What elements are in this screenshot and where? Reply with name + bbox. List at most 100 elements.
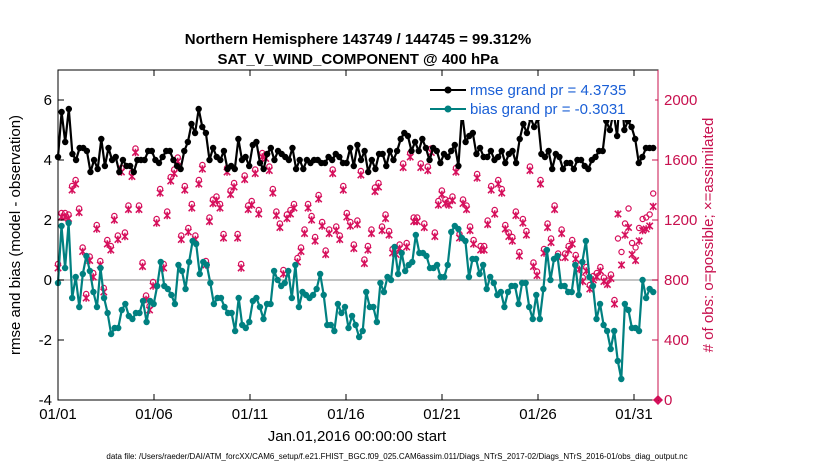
obs-assimilated-point	[226, 190, 235, 199]
chart-title-line1: Northern Hemisphere 143749 / 144745 = 99…	[185, 31, 531, 48]
bias-point	[320, 291, 327, 299]
obs-assimilated-point	[645, 222, 654, 230]
bias-point	[331, 327, 338, 335]
bias-point	[168, 291, 175, 299]
rmse-point	[159, 153, 166, 161]
bias-point	[192, 240, 200, 248]
rmse-point	[184, 138, 192, 146]
obs-assimilated-point	[543, 223, 552, 232]
obs-assimilated-point	[219, 234, 228, 242]
rmse-point	[419, 135, 426, 143]
bias-point	[253, 294, 260, 302]
bias-point	[129, 315, 136, 323]
legend: rmse grand pr = 4.3735 bias grand pr = -…	[423, 76, 655, 120]
rmse-point	[336, 153, 343, 161]
bias-point	[568, 288, 575, 296]
bias-point	[586, 273, 593, 281]
bias-point	[58, 222, 65, 230]
rmse-point	[631, 135, 639, 143]
bias-point	[235, 294, 242, 302]
bias-point	[196, 270, 203, 278]
bias-point	[455, 225, 462, 233]
obs-assimilated-point	[624, 223, 633, 232]
rmse-point	[83, 147, 91, 155]
bias-point	[540, 285, 547, 293]
bias-point	[185, 258, 193, 266]
obs-assimilated-point	[163, 211, 171, 220]
obs-assimilated-point	[350, 244, 358, 253]
bias-point	[76, 303, 83, 311]
bias-point	[83, 252, 90, 260]
obs-assimilated-point	[593, 273, 601, 281]
obs-assimilated-point	[332, 226, 340, 235]
rmse-point	[191, 129, 199, 137]
obs-assimilated-point	[490, 210, 499, 218]
bias-point	[355, 333, 363, 341]
rmse-point	[476, 144, 484, 152]
bias-point	[352, 321, 359, 329]
obs-assimilated-point	[536, 180, 545, 188]
obs-assimilated-point	[526, 166, 534, 175]
rmse-point	[72, 156, 80, 164]
bias-point	[157, 258, 164, 266]
obs-assimilated-point	[452, 168, 460, 176]
obs-possible-point	[632, 244, 639, 251]
obs-assimilated-point	[438, 190, 446, 199]
obs-assimilated-point	[550, 205, 559, 214]
rmse-point	[116, 168, 123, 176]
bias-point	[611, 327, 618, 335]
rmse-point	[105, 144, 112, 152]
obs-assimilated-point	[135, 205, 143, 214]
bias-point	[122, 300, 129, 308]
rmse-point	[256, 159, 264, 167]
obs-assimilated-point	[353, 220, 362, 229]
bias-point	[639, 276, 646, 284]
x-tick-label-5: 01/26	[519, 406, 557, 423]
rmse-point	[415, 147, 422, 155]
obs-assimilated-point	[469, 240, 478, 248]
obs-assimilated-point	[170, 169, 178, 178]
obs-possible-point	[618, 248, 625, 256]
bias-point	[373, 318, 381, 326]
legend-bias-label: bias grand pr = -0.3031	[470, 101, 626, 118]
obs-assimilated-point	[462, 205, 471, 214]
y-axis-left-label: rmse and bias (model - observation)	[7, 115, 24, 355]
rmse-point	[267, 144, 275, 152]
bias-point	[501, 303, 508, 311]
obs-assimilated-point	[564, 246, 573, 254]
obs-possible-point	[646, 211, 653, 218]
bias-point	[68, 294, 76, 302]
rmse-point	[365, 168, 372, 176]
x-tick-label-3: 01/16	[327, 406, 365, 423]
bias-point	[635, 327, 643, 335]
rmse-point	[411, 138, 419, 146]
rmse-point	[181, 147, 188, 155]
rmse-point	[383, 162, 390, 170]
obs-assimilated-point	[381, 214, 390, 223]
bias-point	[363, 288, 370, 296]
bias-point	[394, 270, 402, 278]
obs-assimilated-point	[529, 262, 538, 271]
obs-possible-point	[628, 239, 636, 247]
obs-assimilated-point	[568, 240, 576, 248]
bias-point	[175, 261, 182, 269]
bias-point	[465, 273, 473, 281]
y-right-tick-label-4: 1600	[664, 152, 697, 169]
rmse-point	[264, 150, 271, 158]
bias-point	[515, 300, 522, 308]
bias-point	[490, 279, 497, 287]
obs-assimilated-point	[399, 163, 407, 172]
rmse-point	[260, 165, 267, 173]
bias-point	[288, 294, 296, 302]
rmse-point	[372, 165, 379, 173]
legend-rmse-label: rmse grand pr = 4.3735	[470, 82, 626, 99]
bias-point	[440, 273, 448, 281]
rmse-point	[209, 144, 217, 152]
bias-point	[543, 246, 551, 254]
bias-point	[270, 267, 278, 275]
bias-point	[256, 303, 264, 311]
bias-point	[650, 288, 657, 296]
bias-point	[618, 375, 625, 383]
rmse-point	[639, 153, 646, 161]
rmse-point	[447, 147, 455, 155]
